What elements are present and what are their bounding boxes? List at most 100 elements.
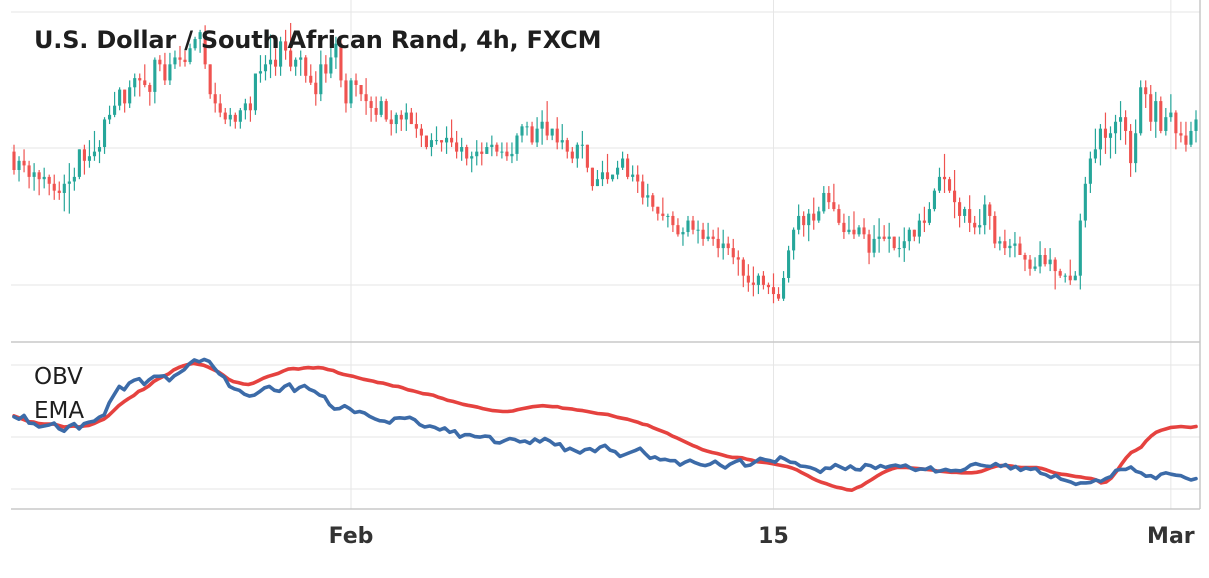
candle-body: [1169, 112, 1173, 118]
candle-body: [746, 275, 750, 283]
candle-body: [686, 220, 690, 233]
candle-body: [530, 126, 534, 143]
candle-body: [143, 80, 147, 85]
candle-body: [32, 172, 36, 177]
candle-body: [872, 238, 876, 253]
candle-body: [193, 39, 197, 49]
candle-body: [842, 222, 846, 233]
candle-body: [646, 195, 650, 198]
plot-background: [11, 0, 1200, 509]
candle-body: [741, 259, 745, 276]
candle-body: [671, 215, 675, 226]
candle-body: [273, 59, 278, 67]
candle-body: [540, 121, 544, 129]
candle-body: [927, 209, 931, 223]
candle-body: [857, 227, 861, 235]
candle-body: [268, 59, 273, 65]
series-line-obv: [12, 357, 1198, 487]
candle-body: [1078, 220, 1082, 276]
candle-body: [118, 89, 122, 106]
candle-body: [616, 167, 620, 175]
candle-body: [877, 236, 881, 239]
candle-body: [168, 64, 172, 81]
candle-body: [953, 190, 957, 203]
candle-body: [882, 236, 886, 239]
legend-ema: EMA: [34, 398, 85, 424]
x-tick-label: Mar: [1147, 524, 1195, 549]
candle-body: [359, 85, 363, 95]
x-tick-label: Feb: [328, 524, 374, 549]
candle-body: [610, 174, 615, 180]
candle-body: [1068, 275, 1072, 281]
candle-body: [756, 275, 760, 285]
candle-body: [958, 202, 962, 216]
candle-body: [1184, 135, 1188, 145]
candle-body: [917, 220, 921, 237]
candle-body: [1063, 275, 1067, 277]
candle-body: [92, 151, 97, 157]
candle-body: [238, 110, 242, 122]
candle-body: [1073, 275, 1077, 281]
candle-body: [460, 147, 464, 152]
candle-body: [887, 236, 891, 239]
indicator-series: [12, 357, 1198, 493]
candle-body: [605, 172, 610, 180]
candle-body: [163, 64, 167, 81]
candle-body: [178, 57, 182, 60]
candle-body: [475, 151, 479, 157]
candle-body: [128, 87, 132, 104]
candle-body: [1028, 259, 1032, 269]
candle-body: [545, 121, 549, 136]
candle-body: [223, 112, 227, 120]
candle-body: [580, 144, 584, 146]
candle-body: [294, 59, 298, 67]
candle-body: [485, 147, 489, 154]
candle-body: [968, 209, 972, 223]
candle-body: [600, 172, 605, 180]
legend-obv: OBV: [34, 364, 83, 390]
candle-body: [465, 147, 469, 159]
candle-body: [1108, 133, 1113, 138]
candle-body: [525, 126, 529, 128]
candle-body: [329, 57, 333, 74]
candle-body: [771, 287, 776, 295]
candle-body: [17, 160, 21, 170]
candle-body: [681, 232, 685, 235]
candle-body: [822, 192, 826, 212]
candle-body: [535, 128, 539, 143]
candle-body: [470, 156, 474, 159]
candle-body: [188, 48, 192, 63]
candle-body: [978, 225, 982, 228]
candle-body: [133, 78, 137, 88]
candle-body: [621, 158, 625, 168]
candle-body: [399, 114, 403, 120]
candle-body: [429, 140, 434, 148]
candle-body: [284, 41, 288, 51]
candle-body: [631, 174, 635, 177]
candle-body: [27, 165, 31, 177]
candle-body: [520, 126, 524, 136]
candle-body: [113, 105, 117, 115]
candle-body: [802, 215, 806, 226]
candle-body: [82, 149, 86, 161]
candle-body: [736, 257, 740, 260]
candle-body: [1103, 128, 1108, 138]
candle-body: [344, 80, 348, 104]
candle-body: [983, 204, 987, 226]
candle-body: [550, 128, 554, 136]
candle-body: [590, 167, 594, 187]
candle-body: [198, 32, 202, 40]
candle-body: [1124, 117, 1128, 131]
candle-body: [1174, 112, 1178, 134]
candle-body: [349, 80, 353, 104]
candle-body: [424, 135, 429, 148]
candle-body: [721, 243, 725, 249]
candle-body: [1013, 243, 1017, 246]
candle-body: [450, 137, 454, 143]
candle-body: [711, 236, 715, 239]
candle-body: [394, 114, 398, 125]
candle-body: [1144, 87, 1148, 95]
candle-body: [1154, 101, 1158, 122]
candle-body: [414, 124, 418, 129]
